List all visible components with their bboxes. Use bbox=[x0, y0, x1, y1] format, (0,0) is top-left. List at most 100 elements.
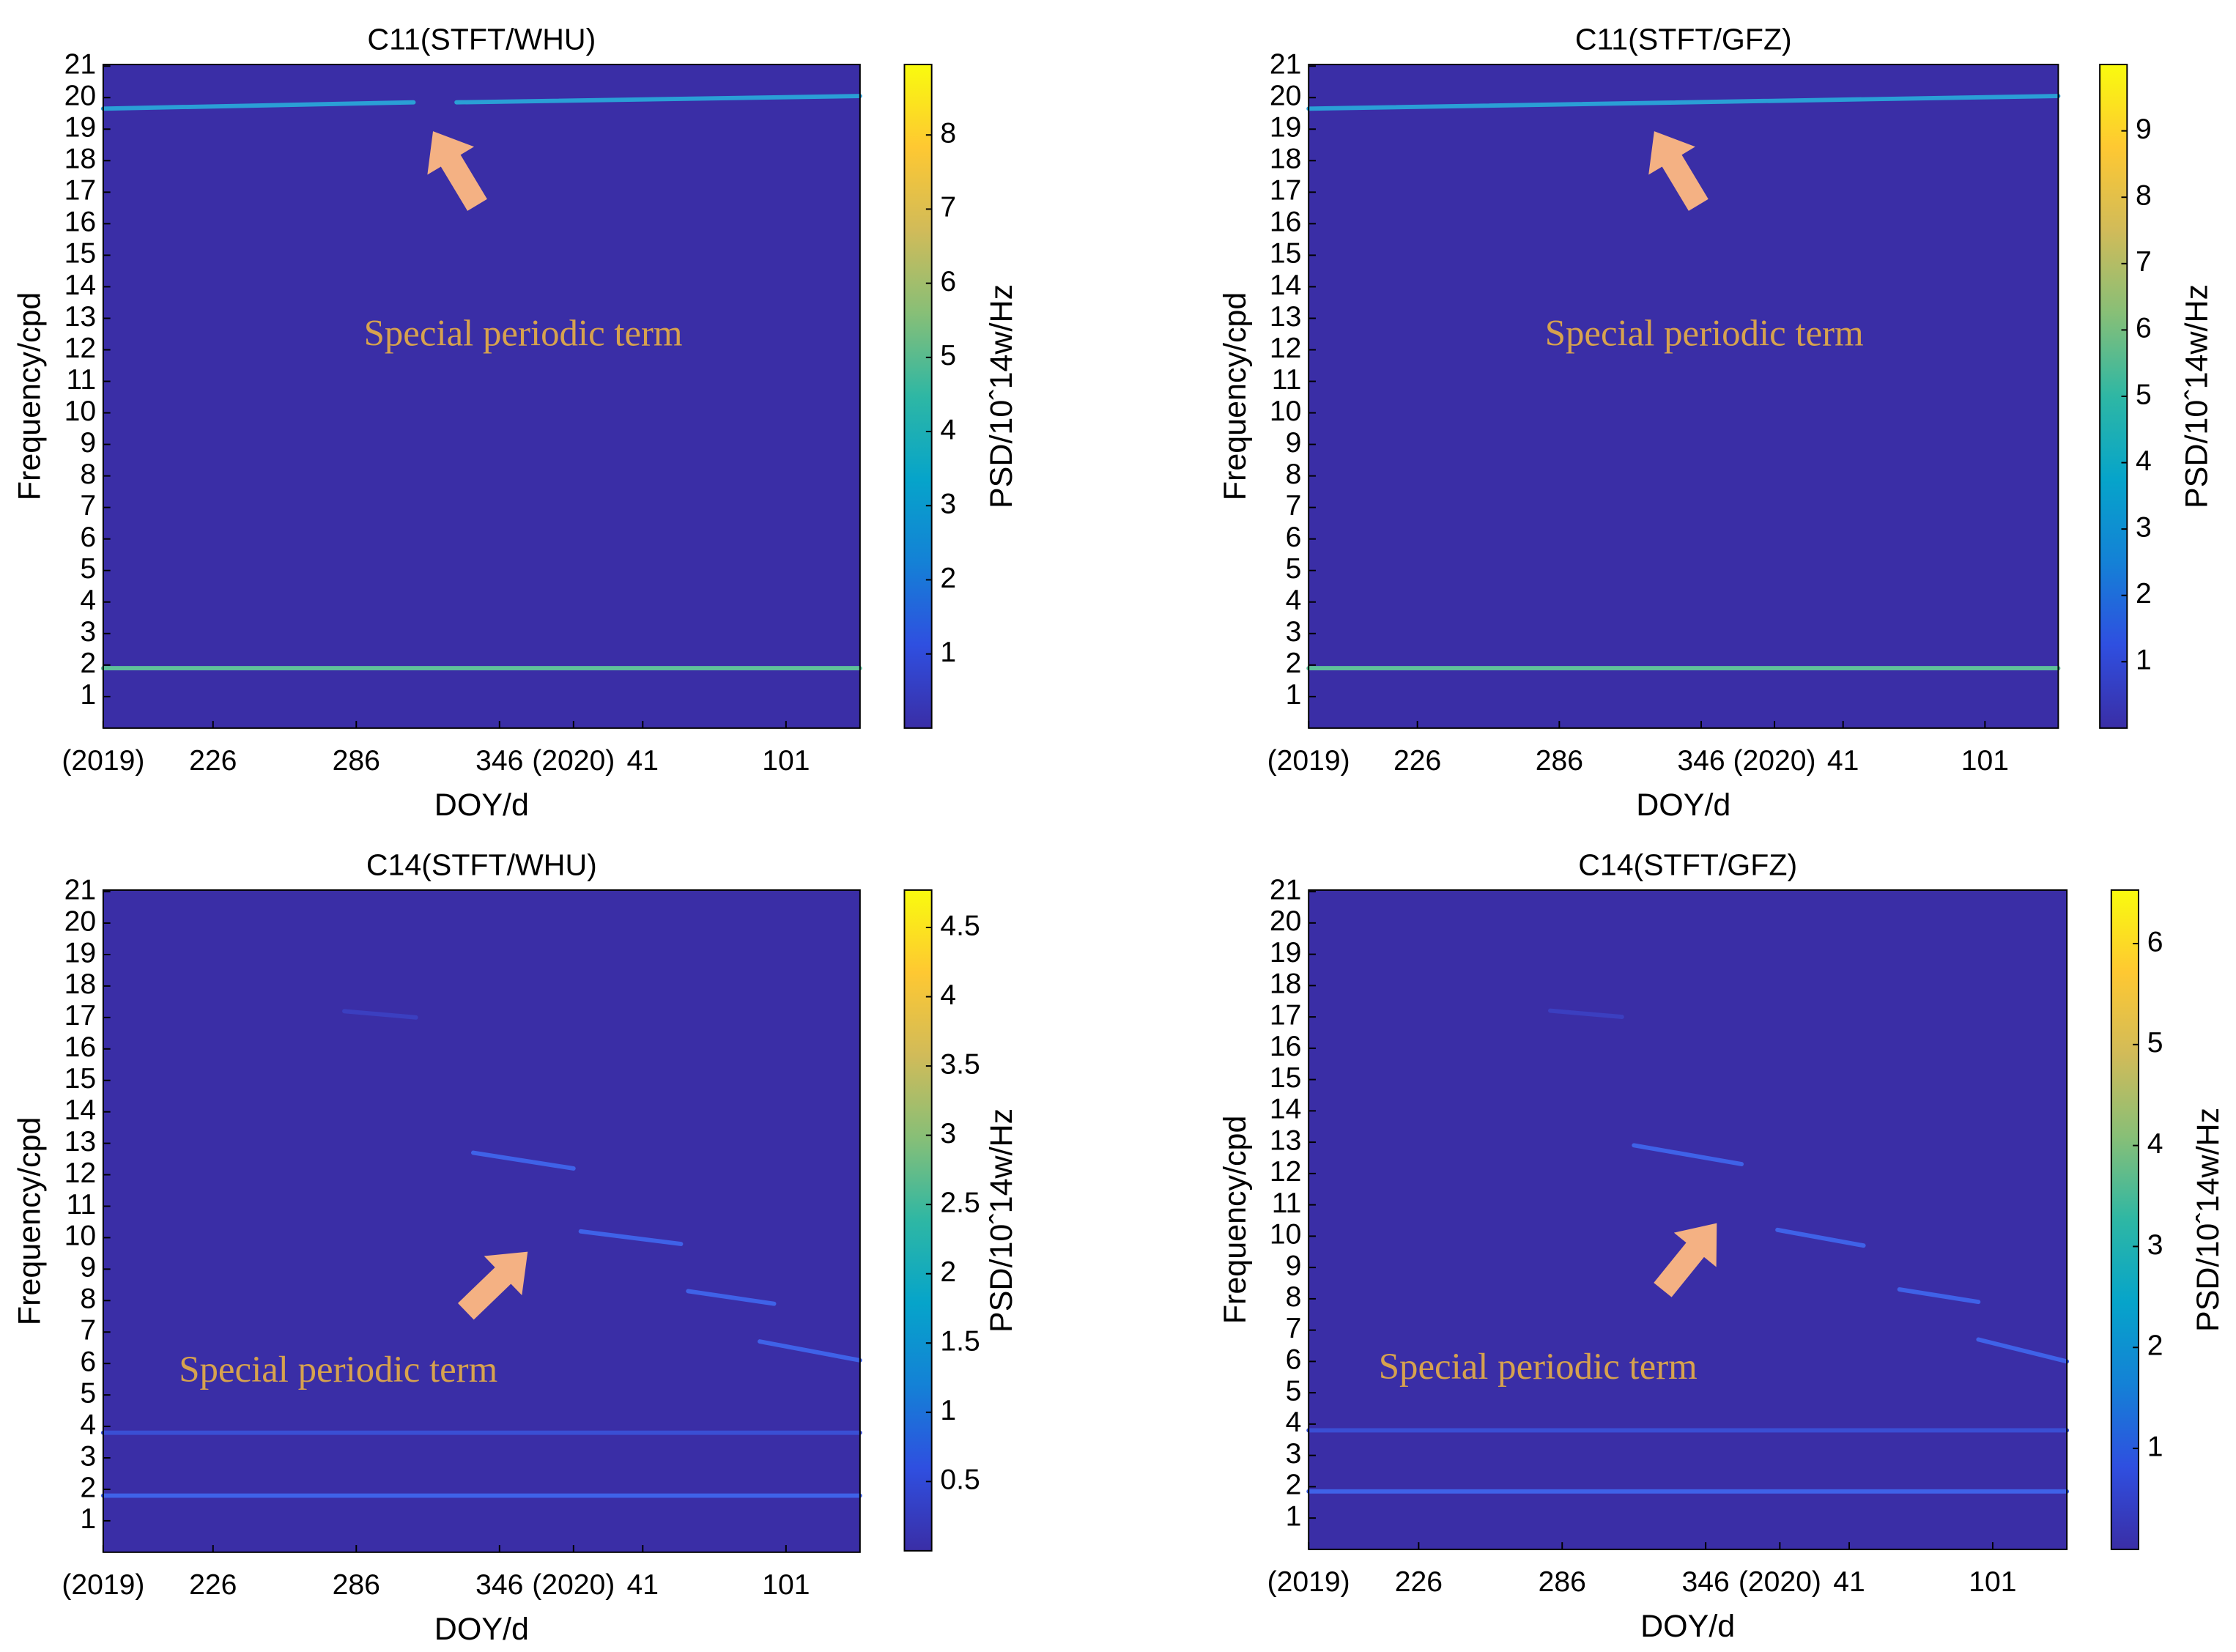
y-tick-label: 20 bbox=[64, 905, 97, 937]
ridge bbox=[578, 1229, 684, 1246]
colorbar-label: PSD/10ˆ14w/Hz bbox=[984, 1108, 1019, 1333]
x-tick-label: 41 bbox=[627, 1569, 659, 1601]
y-tick-label: 16 bbox=[1270, 207, 1302, 238]
y-tick-label: 15 bbox=[1270, 1062, 1302, 1094]
x-axis-label: DOY/d bbox=[434, 1612, 529, 1647]
y-tick-label: 4 bbox=[80, 1409, 96, 1440]
colorbar-tick-label: 5 bbox=[940, 340, 956, 371]
colorbar-tick-label: 7 bbox=[2136, 246, 2152, 278]
y-tick-label: 9 bbox=[80, 427, 96, 459]
colorbar-tick-label: 6 bbox=[2147, 926, 2163, 958]
y-tick-label: 13 bbox=[64, 301, 97, 333]
x-axis-label: DOY/d bbox=[1640, 1609, 1735, 1644]
y-tick-label: 5 bbox=[1286, 553, 1302, 585]
colorbar-tick-label: 0.5 bbox=[940, 1464, 980, 1496]
y-tick-label: 19 bbox=[64, 112, 97, 144]
plot-frame bbox=[102, 889, 861, 1553]
arrow bbox=[427, 131, 487, 211]
y-tick-label: 17 bbox=[1270, 999, 1302, 1031]
y-tick-label: 5 bbox=[80, 1377, 96, 1409]
y-tick-label: 13 bbox=[1270, 1125, 1302, 1156]
y-tick-label: 2 bbox=[80, 1472, 96, 1503]
y-tick-label: 8 bbox=[80, 1284, 96, 1315]
x-tick-label: (2019) bbox=[62, 1569, 144, 1601]
ridge bbox=[100, 100, 416, 111]
arrow bbox=[1648, 131, 1709, 211]
y-tick-label: 4 bbox=[80, 585, 96, 616]
colorbar-tick-label: 3 bbox=[2147, 1229, 2163, 1261]
colorbar-label: PSD/10ˆ14w/Hz bbox=[2191, 1108, 2226, 1332]
x-axis-label: DOY/d bbox=[1636, 788, 1730, 823]
y-tick-label: 11 bbox=[66, 1189, 96, 1221]
colorbar-tick-label: 3 bbox=[940, 1118, 956, 1149]
y-tick-label: 16 bbox=[64, 1031, 97, 1063]
x-tick-label: 226 bbox=[189, 1569, 237, 1601]
colorbar-tick-label: 4 bbox=[940, 414, 956, 445]
colorbar bbox=[903, 889, 933, 1552]
colorbar-tick-label: 1 bbox=[940, 637, 956, 668]
x-tick-label: 286 bbox=[1539, 1566, 1586, 1598]
y-tick-label: 1 bbox=[1286, 1500, 1302, 1532]
x-tick-label: 286 bbox=[333, 745, 380, 777]
y-tick-label: 15 bbox=[64, 1063, 97, 1094]
y-tick-label: 7 bbox=[80, 1315, 96, 1347]
y-tick-label: 1 bbox=[80, 1503, 96, 1535]
plot-area bbox=[103, 889, 860, 1552]
y-tick-label: 12 bbox=[64, 1157, 97, 1189]
y-tick-label: 21 bbox=[64, 49, 97, 81]
arrow bbox=[1654, 1223, 1717, 1297]
y-tick-label: 18 bbox=[1270, 144, 1302, 175]
colorbar-tick-label: 2 bbox=[2147, 1330, 2163, 1362]
plot-frame bbox=[1308, 64, 2059, 729]
y-axis-label: Frequency/cpd bbox=[1218, 292, 1253, 501]
colorbar-tick-label: 5 bbox=[2147, 1027, 2163, 1059]
colorbar-tick-label: 9 bbox=[2136, 114, 2152, 145]
y-tick-label: 17 bbox=[64, 1000, 97, 1031]
colorbar-tick-label: 2 bbox=[940, 1256, 956, 1288]
x-tick-label: (2020) bbox=[532, 745, 615, 777]
plot-frame bbox=[102, 64, 861, 729]
colorbar-tick-label: 1.5 bbox=[940, 1326, 980, 1357]
colorbar-tick-label: 2 bbox=[2136, 578, 2152, 610]
y-tick-label: 6 bbox=[80, 1347, 96, 1378]
x-tick-label: 41 bbox=[1827, 745, 1859, 777]
colorbar-tick-label: 6 bbox=[940, 266, 956, 297]
y-tick-label: 4 bbox=[1286, 585, 1302, 616]
ridge bbox=[1976, 1337, 2070, 1364]
chart-title: C14(STFT/GFZ) bbox=[1578, 848, 1797, 882]
x-tick-label: 101 bbox=[762, 1569, 810, 1601]
y-tick-label: 7 bbox=[1286, 1313, 1302, 1344]
y-tick-label: 12 bbox=[1270, 333, 1302, 364]
colorbar-tick-label: 1 bbox=[2136, 645, 2152, 676]
y-tick-label: 16 bbox=[64, 207, 97, 238]
y-tick-label: 9 bbox=[1286, 1250, 1302, 1281]
y-tick-label: 6 bbox=[1286, 522, 1302, 553]
y-axis-label: Frequency/cpd bbox=[12, 292, 47, 501]
colorbar-tick-label: 3 bbox=[940, 489, 956, 520]
y-tick-label: 21 bbox=[1270, 874, 1302, 905]
ridge bbox=[686, 1289, 777, 1306]
colorbar-tick-label: 4 bbox=[2147, 1128, 2163, 1160]
y-axis-label: Frequency/cpd bbox=[12, 1117, 47, 1326]
x-tick-label: (2019) bbox=[1267, 1566, 1350, 1598]
y-tick-label: 5 bbox=[1286, 1375, 1302, 1407]
colorbar-tick-label: 4 bbox=[940, 979, 956, 1011]
x-tick-label: 101 bbox=[762, 745, 810, 777]
y-tick-label: 14 bbox=[64, 270, 97, 301]
chart-title: C11(STFT/WHU) bbox=[367, 23, 596, 56]
y-tick-label: 21 bbox=[64, 874, 97, 905]
y-tick-label: 7 bbox=[80, 490, 96, 522]
y-tick-label: 14 bbox=[64, 1094, 97, 1126]
x-tick-label: (2020) bbox=[532, 1569, 615, 1601]
plot-frame bbox=[1308, 889, 2068, 1550]
y-tick-label: 18 bbox=[64, 968, 97, 1000]
y-tick-label: 7 bbox=[1286, 490, 1302, 522]
y-tick-label: 13 bbox=[64, 1126, 97, 1157]
y-tick-label: 18 bbox=[1270, 968, 1302, 1000]
colorbar-tick-label: 8 bbox=[940, 118, 956, 149]
x-tick-label: 346 bbox=[475, 745, 523, 777]
y-tick-label: 15 bbox=[1270, 238, 1302, 270]
ridge bbox=[454, 94, 862, 105]
